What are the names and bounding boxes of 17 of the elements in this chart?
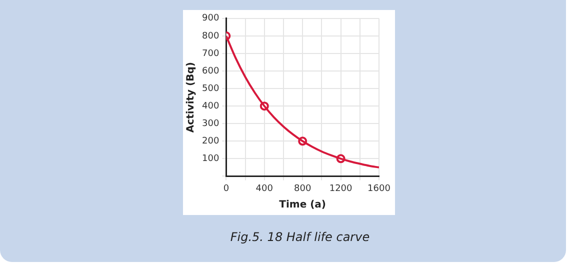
y-tick-label: 600 (202, 66, 220, 76)
y-tick-label: 400 (202, 101, 220, 112)
y-tick-label: 300 (202, 118, 220, 129)
x-tick-label: 400 (256, 184, 274, 194)
x-tick-label: 800 (294, 184, 312, 194)
y-tick-label: 900 (202, 14, 220, 24)
x-tick-label: 1600 (368, 184, 391, 194)
y-tick-label: 100 (202, 154, 220, 164)
x-axis-title: Time (a) (279, 200, 326, 211)
x-tick-label: 0 (223, 184, 230, 194)
y-tick-label: 800 (202, 31, 220, 42)
y-axis-title: Activity (Bq) (186, 62, 197, 133)
y-tick-label: 700 (202, 48, 220, 59)
x-tick-label: 1200 (329, 184, 353, 194)
y-tick-label: 200 (202, 136, 220, 146)
y-tick-label: 500 (202, 84, 220, 94)
caption: Fig.5. 18 Half life carve (229, 230, 371, 244)
